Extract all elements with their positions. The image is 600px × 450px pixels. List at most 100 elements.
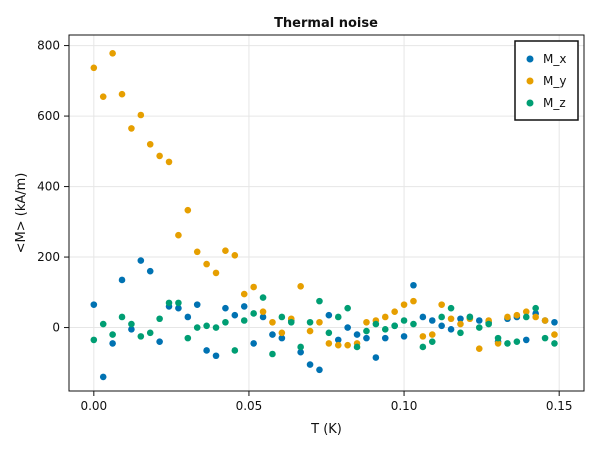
data-point bbox=[457, 329, 464, 337]
data-point bbox=[259, 294, 267, 301]
data-point bbox=[146, 140, 154, 148]
data-point bbox=[522, 313, 530, 321]
data-point bbox=[494, 340, 502, 347]
data-point bbox=[231, 251, 239, 259]
data-point bbox=[128, 320, 135, 328]
data-point bbox=[240, 317, 248, 324]
data-point bbox=[485, 320, 492, 328]
legend-box bbox=[514, 40, 579, 121]
data-point bbox=[184, 313, 192, 321]
data-point bbox=[410, 281, 417, 289]
data-point bbox=[146, 329, 154, 337]
data-point bbox=[391, 308, 398, 315]
data-point bbox=[156, 315, 163, 323]
data-point bbox=[475, 317, 483, 324]
ticks: 0.00 0.05 0.10 0.15 0 200 400 600 800 bbox=[37, 39, 572, 413]
data-point bbox=[175, 231, 182, 239]
data-point bbox=[118, 276, 126, 284]
legend-marker bbox=[526, 77, 534, 85]
data-point bbox=[457, 315, 464, 323]
data-point bbox=[212, 352, 220, 360]
data-point bbox=[193, 324, 201, 331]
data-point bbox=[175, 304, 182, 312]
data-point bbox=[137, 111, 145, 119]
y-axis-label: <M> (kA/m) bbox=[14, 173, 29, 254]
data-point bbox=[250, 283, 257, 291]
data-point bbox=[250, 310, 257, 317]
data-point bbox=[316, 366, 323, 374]
data-point bbox=[203, 347, 210, 354]
x-tick-label: 0.10 bbox=[391, 399, 418, 413]
data-point bbox=[128, 326, 135, 333]
y-tick-label: 200 bbox=[37, 250, 60, 264]
data-point bbox=[447, 326, 455, 333]
y-tick-label: 600 bbox=[37, 109, 60, 123]
data-point bbox=[306, 318, 314, 326]
data-point bbox=[231, 347, 239, 354]
legend-item: M_z bbox=[526, 96, 566, 110]
data-point bbox=[90, 301, 98, 308]
data-point bbox=[99, 320, 107, 328]
data-point bbox=[306, 361, 314, 368]
data-point bbox=[363, 327, 370, 335]
data-point bbox=[400, 301, 408, 308]
data-point bbox=[372, 320, 380, 328]
data-point bbox=[410, 297, 417, 305]
data-point bbox=[522, 336, 530, 344]
legend-label: M_x bbox=[543, 52, 566, 66]
data-point bbox=[325, 311, 333, 319]
data-point bbox=[222, 247, 229, 255]
legend-item: M_y bbox=[526, 74, 566, 88]
data-point bbox=[466, 313, 474, 321]
data-point bbox=[165, 299, 173, 307]
data-point bbox=[334, 313, 342, 321]
data-point bbox=[128, 125, 135, 132]
data-point bbox=[363, 334, 370, 342]
data-point bbox=[306, 327, 314, 335]
data-point bbox=[165, 158, 173, 166]
data-point bbox=[222, 318, 229, 326]
data-point bbox=[513, 311, 521, 319]
data-point bbox=[269, 318, 276, 326]
data-point bbox=[372, 354, 380, 361]
data-point bbox=[212, 269, 220, 277]
data-point bbox=[297, 343, 304, 351]
data-point bbox=[269, 331, 276, 338]
data-point bbox=[438, 313, 445, 321]
series-m-y bbox=[90, 50, 558, 353]
data-point bbox=[90, 64, 98, 72]
data-point bbox=[137, 257, 145, 264]
data-point bbox=[231, 311, 239, 319]
data-point bbox=[325, 340, 333, 347]
data-point bbox=[156, 152, 163, 160]
data-point bbox=[541, 317, 549, 324]
data-point bbox=[447, 304, 455, 312]
data-point bbox=[344, 304, 351, 312]
grid bbox=[69, 35, 584, 391]
data-point bbox=[419, 333, 427, 340]
data-point bbox=[212, 324, 220, 331]
data-point bbox=[410, 320, 417, 328]
data-point bbox=[419, 343, 427, 351]
data-point bbox=[203, 260, 210, 268]
data-point bbox=[184, 206, 192, 214]
data-point bbox=[381, 313, 389, 321]
legend: M_x M_y M_z bbox=[514, 40, 579, 121]
data-point bbox=[316, 297, 323, 305]
data-point bbox=[99, 93, 107, 100]
data-point bbox=[532, 304, 539, 312]
data-point bbox=[457, 320, 464, 328]
data-point bbox=[391, 322, 398, 330]
data-point bbox=[250, 340, 257, 347]
data-point bbox=[259, 313, 267, 321]
data-point bbox=[504, 340, 511, 347]
data-point bbox=[541, 334, 549, 342]
data-point bbox=[475, 345, 483, 353]
data-point bbox=[184, 334, 192, 342]
data-point bbox=[400, 333, 408, 340]
data-point bbox=[278, 313, 286, 321]
data-point bbox=[287, 318, 295, 326]
data-point bbox=[551, 318, 558, 326]
data-point bbox=[325, 329, 333, 337]
